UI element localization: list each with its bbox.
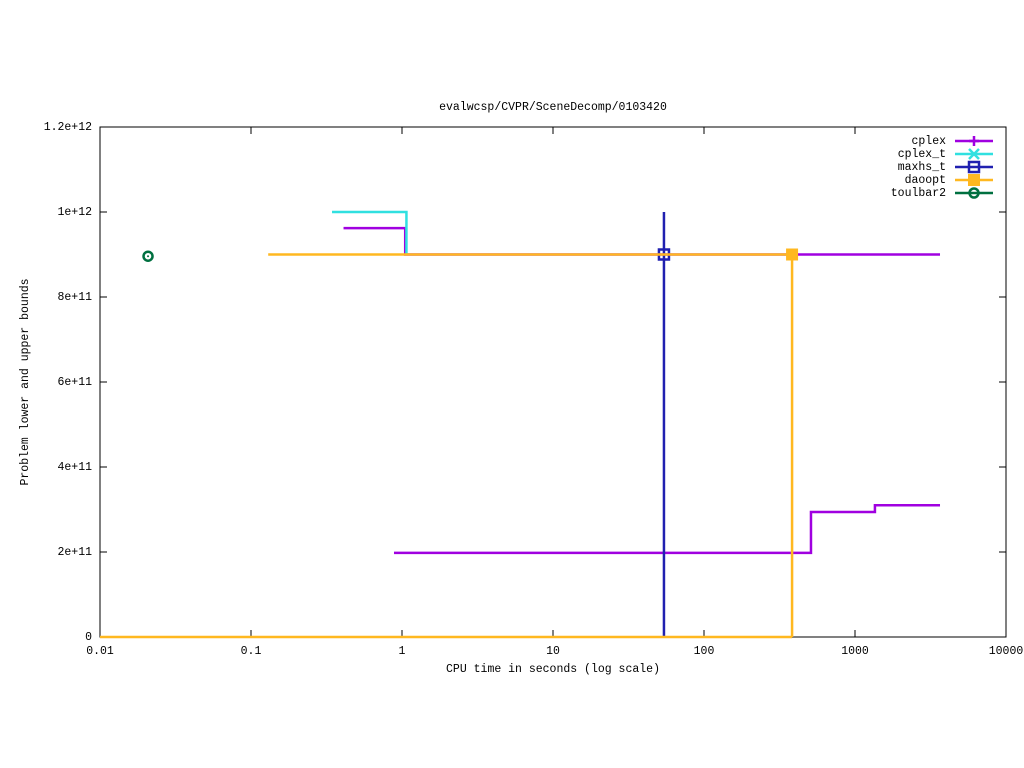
legend-marker [969,136,979,146]
legend-label: cplex_t [898,148,946,161]
y-tick-label: 8e+11 [57,291,92,304]
x-tick-label: 1 [399,645,406,658]
x-tick-label: 10 [546,645,560,658]
legend-marker [968,174,980,186]
y-tick-label: 0 [85,631,92,644]
x-tick-label: 10000 [989,645,1024,658]
series-line [332,210,408,255]
legend-marker [968,187,980,199]
x-tick-label: 0.01 [86,645,114,658]
x-tick-label: 0.1 [241,645,262,658]
series-line [393,504,941,555]
x-axis-label: CPU time in seconds (log scale) [446,663,660,676]
legend-marker-dot [973,192,975,194]
legend-marker [967,160,981,174]
point-marker [142,250,154,262]
y-tick-label: 1.2e+12 [44,121,92,134]
x-tick-label: 1000 [841,645,869,658]
legend-label: daoopt [905,174,946,187]
y-tick-label: 2e+11 [57,546,92,559]
legend-marker [968,148,980,160]
legend-label: cplex [911,135,946,148]
series-line [343,226,941,256]
series-line [268,253,794,637]
legend-label: maxhs_t [898,161,946,174]
point-marker-dot [147,255,150,258]
y-axis-label: Problem lower and upper bounds [19,278,32,485]
y-tick-label: 4e+11 [57,461,92,474]
chart-title: evalwcsp/CVPR/SceneDecomp/0103420 [439,101,667,114]
legend-label: toulbar2 [891,187,946,200]
x-tick-label: 100 [694,645,715,658]
plot-frame [99,126,1007,638]
point-marker [786,248,799,261]
y-tick-label: 6e+11 [57,376,92,389]
y-tick-label: 1e+12 [57,206,92,219]
